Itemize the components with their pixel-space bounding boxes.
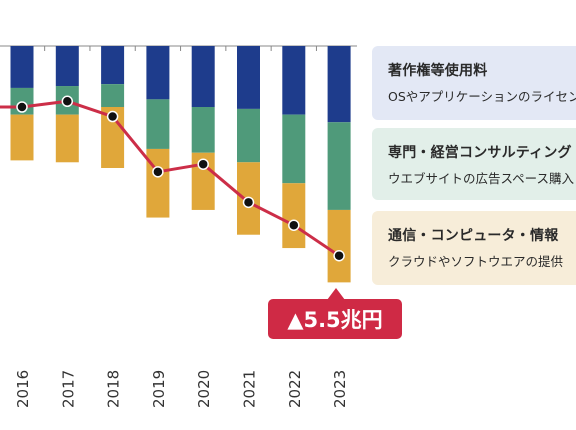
line-point [152, 166, 164, 178]
line-point [333, 249, 345, 262]
bar-segment [282, 46, 306, 115]
x-tick-label: 2022 [286, 370, 304, 408]
callout-pointer [327, 288, 345, 300]
deficit-callout: ▲5.5兆円 [268, 299, 402, 339]
bar-segment [101, 84, 125, 107]
bar-segment [146, 99, 170, 149]
chart: 2016 2017 2018 2019 2020 2021 2022 2023 [0, 45, 357, 408]
bar-segment [327, 122, 351, 210]
legend-description: ウエブサイトの広告スペース購入 [388, 171, 575, 186]
x-tick-label: 2017 [59, 370, 77, 408]
line-point [106, 110, 119, 123]
bar-segment [327, 209, 351, 283]
x-tick-label: 2020 [195, 370, 213, 408]
legend-description: OSやアプリケーションのライセンス料 [388, 89, 576, 104]
legend-title: 専門・経営コンサルティング [388, 145, 572, 161]
bar-segment [191, 152, 215, 210]
bar-segment [191, 46, 215, 107]
bar-segment [237, 46, 260, 109]
bar-segment [282, 183, 306, 249]
bar-segment [10, 114, 34, 161]
x-tick-label: 2018 [105, 370, 123, 408]
x-tick-label: 2019 [150, 370, 168, 408]
x-tick-label: 2021 [241, 370, 259, 408]
bar-segment [10, 46, 34, 88]
legend-title: 著作権等使用料 [388, 63, 488, 79]
legend-description: クラウドやソフトウエアの提供 [388, 254, 564, 269]
bar-segment [55, 114, 79, 163]
bar-segment [101, 46, 125, 85]
legend-card-consulting: 専門・経営コンサルティング ウエブサイトの広告スペース購入 [372, 128, 576, 200]
bar-segment [282, 114, 306, 184]
x-tick-label: 2016 [14, 370, 32, 408]
bar-segment [191, 107, 215, 153]
legend-card-royalties: 著作権等使用料 OSやアプリケーションのライセンス料 [372, 46, 576, 120]
bar-segment [327, 46, 351, 123]
legend-card-telecom: 通信・コンピュータ・情報 クラウドやソフトウエアの提供 [372, 211, 576, 285]
bar-segment [146, 46, 170, 100]
line-point [197, 158, 209, 170]
callout-text: ▲5.5兆円 [287, 308, 383, 332]
bar-segment [146, 148, 170, 218]
line-point [242, 196, 255, 209]
line-point [16, 101, 28, 113]
legend-title: 通信・コンピュータ・情報 [388, 228, 559, 244]
line-point [288, 219, 300, 231]
bar-segment [237, 108, 260, 163]
bar-segment [55, 46, 79, 87]
x-tick-label: 2023 [331, 370, 349, 408]
line-point [61, 95, 74, 108]
